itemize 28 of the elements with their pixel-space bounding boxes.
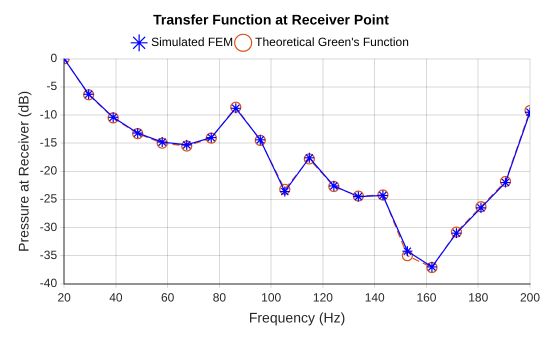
y-tick-label: -10 bbox=[40, 107, 58, 122]
y-tick-label: -25 bbox=[40, 192, 58, 206]
chart-title: Transfer Function at Receiver Point bbox=[153, 11, 390, 28]
x-axis-title: Frequency (Hz) bbox=[248, 309, 346, 326]
y-tick-label: -30 bbox=[40, 220, 58, 234]
y-axis-title: Pressure at Receiver (dB) bbox=[15, 90, 32, 252]
y-tick-label: -35 bbox=[40, 248, 58, 262]
legend-label: Simulated FEM bbox=[151, 35, 234, 50]
y-tick-label: 0 bbox=[50, 51, 58, 66]
point bbox=[279, 186, 290, 198]
legend-label: Theoretical Green's Function bbox=[255, 35, 409, 50]
y-tick-label: -40 bbox=[40, 276, 58, 290]
x-tick-label: 200 bbox=[520, 290, 540, 304]
x-tick-label: 60 bbox=[160, 290, 175, 304]
x-tick-label: 160 bbox=[416, 290, 437, 304]
y-tick-label: -15 bbox=[40, 135, 58, 150]
point bbox=[279, 184, 290, 195]
point bbox=[402, 246, 413, 257]
x-tick-label: 180 bbox=[468, 290, 489, 304]
x-tick-label: 40 bbox=[109, 290, 123, 304]
x-tick-label: 80 bbox=[212, 290, 226, 304]
point bbox=[402, 250, 413, 262]
y-tick-label: -20 bbox=[40, 164, 58, 178]
x-tick-label: 20 bbox=[57, 290, 72, 304]
x-tick-label: 100 bbox=[261, 290, 282, 304]
x-tick-label: 120 bbox=[312, 290, 334, 304]
x-tick-label: 140 bbox=[364, 290, 386, 304]
y-tick-label: -5 bbox=[46, 79, 58, 94]
